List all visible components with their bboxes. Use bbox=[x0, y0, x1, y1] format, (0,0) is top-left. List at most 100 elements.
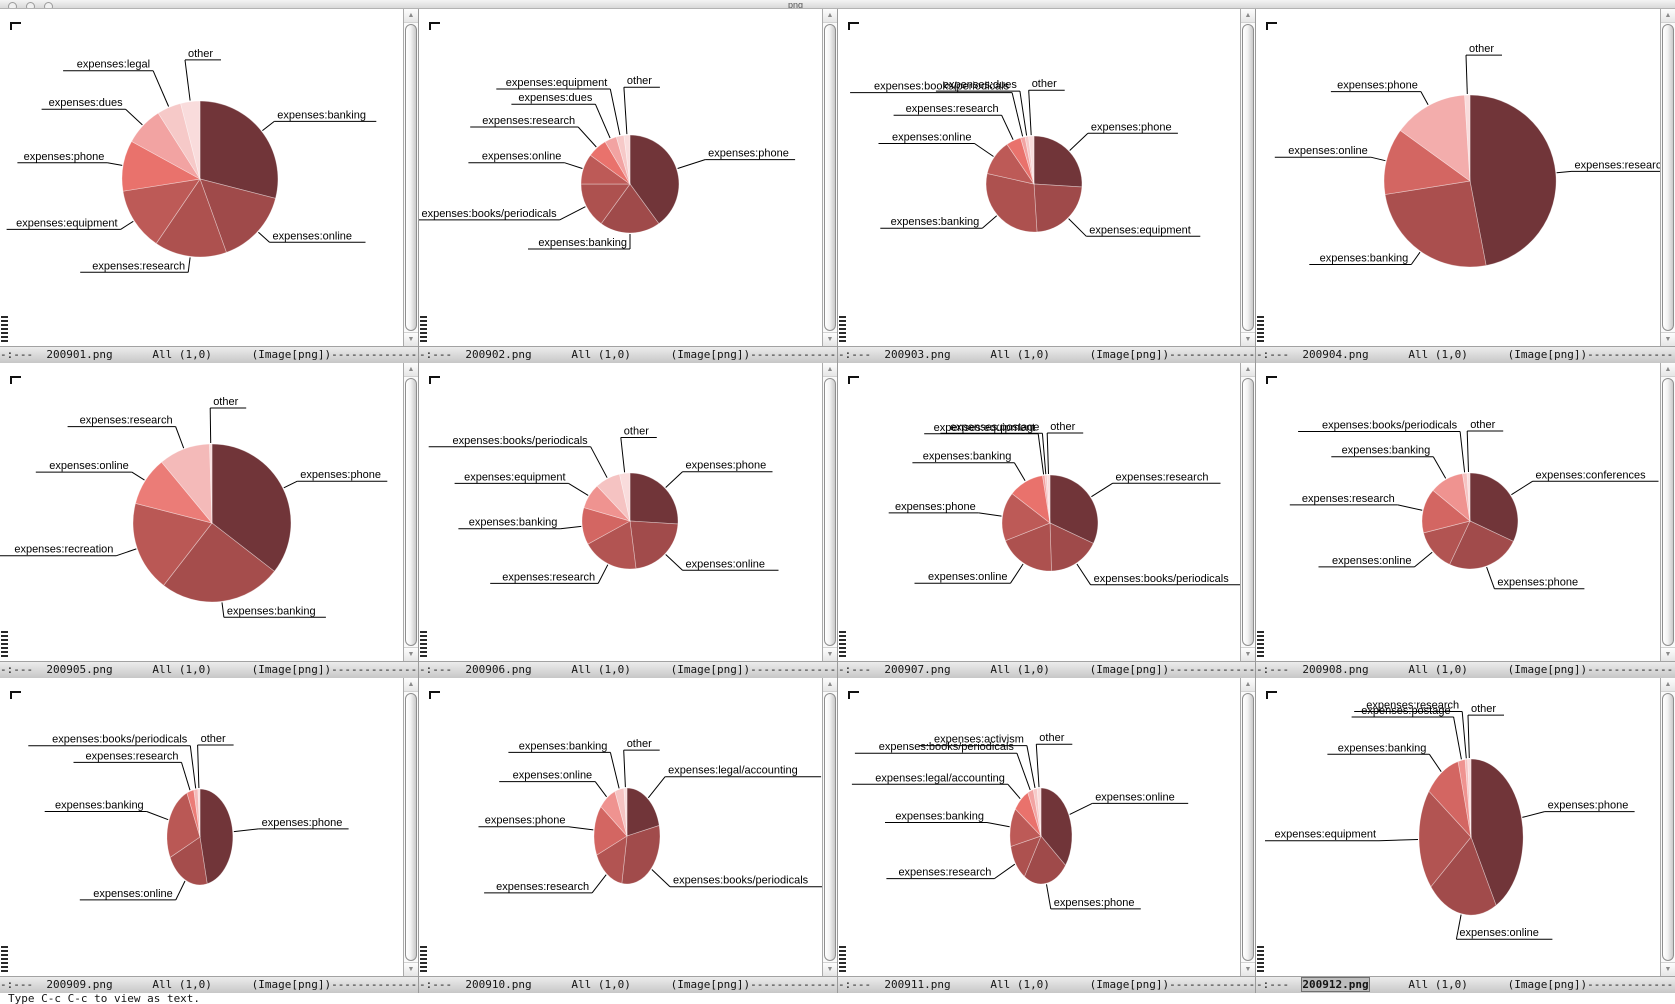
scrollbar-up-arrow[interactable]: ▲ bbox=[823, 9, 837, 23]
scrollbar-track[interactable] bbox=[823, 23, 837, 332]
zoom-button[interactable] bbox=[44, 2, 53, 8]
mode-line[interactable]: -:--- 200905.png All (1,0) (Image[png])-… bbox=[0, 661, 418, 678]
scrollbar-down-arrow[interactable]: ▼ bbox=[404, 962, 418, 976]
scrollbar-down-arrow[interactable]: ▼ bbox=[1241, 332, 1255, 346]
scrollbar-thumb[interactable] bbox=[405, 378, 417, 646]
emacs-window[interactable]: expenses:phone expenses:banking expenses:r… bbox=[0, 363, 419, 678]
scrollbar[interactable]: ▲ ▼ bbox=[403, 678, 418, 976]
emacs-window[interactable]: expenses:research expenses:banking expense… bbox=[1256, 9, 1675, 363]
scrollbar-track[interactable] bbox=[404, 377, 418, 647]
scrollbar-up-arrow[interactable]: ▲ bbox=[1241, 363, 1255, 377]
scrollbar-thumb[interactable] bbox=[1662, 378, 1674, 646]
scrollbar-track[interactable] bbox=[823, 377, 837, 647]
scrollbar-up-arrow[interactable]: ▲ bbox=[1241, 9, 1255, 23]
mode-line[interactable]: -:--- 200911.png All (1,0) (Image[png])-… bbox=[838, 976, 1255, 993]
scrollbar-down-arrow[interactable]: ▼ bbox=[1661, 647, 1675, 661]
scrollbar-up-arrow[interactable]: ▲ bbox=[823, 363, 837, 377]
emacs-window[interactable]: expenses:research expenses:books/periodic… bbox=[838, 363, 1256, 678]
scrollbar-thumb[interactable] bbox=[405, 24, 417, 331]
scrollbar-track[interactable] bbox=[1661, 377, 1675, 647]
scrollbar-up-arrow[interactable]: ▲ bbox=[823, 678, 837, 692]
mode-line[interactable]: -:--- 200912.png All (1,0) (Image[png])-… bbox=[1256, 976, 1675, 993]
emacs-window[interactable]: expenses:online expenses:phone expenses:re… bbox=[838, 678, 1256, 993]
emacs-window[interactable]: expenses:banking expenses:online expenses:… bbox=[0, 9, 419, 363]
image-buffer[interactable]: expenses:phone expenses:banking expenses:r… bbox=[0, 363, 418, 661]
scrollbar-down-arrow[interactable]: ▼ bbox=[1661, 962, 1675, 976]
scrollbar-down-arrow[interactable]: ▼ bbox=[1661, 332, 1675, 346]
scrollbar-track[interactable] bbox=[1241, 377, 1255, 647]
mode-line[interactable]: -:--- 200903.png All (1,0) (Image[png])-… bbox=[838, 346, 1255, 363]
scrollbar-down-arrow[interactable]: ▼ bbox=[823, 647, 837, 661]
image-buffer[interactable]: expenses:phone expenses:online expenses:eq… bbox=[1256, 678, 1675, 976]
scrollbar-down-arrow[interactable]: ▼ bbox=[404, 332, 418, 346]
image-buffer[interactable]: expenses:conferences expenses:phone expens… bbox=[1256, 363, 1675, 661]
scrollbar[interactable]: ▲ ▼ bbox=[1660, 363, 1675, 661]
emacs-window[interactable]: expenses:phone expenses:banking expenses:b… bbox=[419, 9, 838, 363]
image-buffer[interactable]: expenses:phone expenses:online expenses:ba… bbox=[0, 678, 418, 976]
scrollbar-track[interactable] bbox=[1661, 23, 1675, 332]
image-buffer[interactable]: expenses:online expenses:phone expenses:re… bbox=[838, 678, 1255, 976]
scrollbar-down-arrow[interactable]: ▼ bbox=[823, 332, 837, 346]
scrollbar-down-arrow[interactable]: ▼ bbox=[823, 962, 837, 976]
close-button[interactable] bbox=[8, 2, 17, 8]
scrollbar-thumb[interactable] bbox=[1242, 24, 1254, 331]
scrollbar-thumb[interactable] bbox=[824, 378, 836, 646]
scrollbar[interactable]: ▲ ▼ bbox=[822, 678, 837, 976]
image-buffer[interactable]: expenses:research expenses:books/periodic… bbox=[838, 363, 1255, 661]
scrollbar[interactable]: ▲ ▼ bbox=[822, 9, 837, 346]
image-buffer[interactable]: expenses:research expenses:banking expense… bbox=[1256, 9, 1675, 346]
image-buffer[interactable]: expenses:banking expenses:online expenses:… bbox=[0, 9, 418, 346]
scrollbar-thumb[interactable] bbox=[1662, 24, 1674, 331]
image-buffer[interactable]: expenses:phone expenses:equipment expenses… bbox=[838, 9, 1255, 346]
mode-line[interactable]: -:--- 200908.png All (1,0) (Image[png])-… bbox=[1256, 661, 1675, 678]
minimize-button[interactable] bbox=[26, 2, 35, 8]
scrollbar-thumb[interactable] bbox=[824, 24, 836, 331]
scrollbar-up-arrow[interactable]: ▲ bbox=[404, 9, 418, 23]
mode-line[interactable]: -:--- 200909.png All (1,0) (Image[png])-… bbox=[0, 976, 418, 993]
scrollbar-thumb[interactable] bbox=[1662, 693, 1674, 961]
emacs-window[interactable]: expenses:legal/accounting expenses:books/… bbox=[419, 678, 838, 993]
scrollbar-thumb[interactable] bbox=[1242, 378, 1254, 646]
emacs-window[interactable]: expenses:conferences expenses:phone expens… bbox=[1256, 363, 1675, 678]
scrollbar[interactable]: ▲ ▼ bbox=[822, 363, 837, 661]
scrollbar-up-arrow[interactable]: ▲ bbox=[404, 363, 418, 377]
scrollbar-track[interactable] bbox=[823, 692, 837, 962]
scrollbar-thumb[interactable] bbox=[824, 693, 836, 961]
scrollbar-up-arrow[interactable]: ▲ bbox=[1661, 678, 1675, 692]
emacs-window[interactable]: expenses:phone expenses:online expenses:re… bbox=[419, 363, 838, 678]
mode-line[interactable]: -:--- 200901.png All (1,0) (Image[png])-… bbox=[0, 346, 418, 363]
scrollbar-up-arrow[interactable]: ▲ bbox=[1661, 363, 1675, 377]
scrollbar-down-arrow[interactable]: ▼ bbox=[1241, 962, 1255, 976]
scrollbar-track[interactable] bbox=[1241, 23, 1255, 332]
emacs-window[interactable]: expenses:phone expenses:equipment expenses… bbox=[838, 9, 1256, 363]
echo-area[interactable]: Type C-c C-c to view as text. bbox=[0, 993, 1675, 1004]
scrollbar[interactable]: ▲ ▼ bbox=[403, 9, 418, 346]
scrollbar[interactable]: ▲ ▼ bbox=[403, 363, 418, 661]
scrollbar-down-arrow[interactable]: ▼ bbox=[1241, 647, 1255, 661]
scrollbar-track[interactable] bbox=[1241, 692, 1255, 962]
scrollbar[interactable]: ▲ ▼ bbox=[1660, 9, 1675, 346]
mode-line[interactable]: -:--- 200907.png All (1,0) (Image[png])-… bbox=[838, 661, 1255, 678]
scrollbar[interactable]: ▲ ▼ bbox=[1240, 678, 1255, 976]
image-buffer[interactable]: expenses:phone expenses:online expenses:re… bbox=[419, 363, 837, 661]
image-buffer[interactable]: expenses:legal/accounting expenses:books/… bbox=[419, 678, 837, 976]
mode-line[interactable]: -:--- 200906.png All (1,0) (Image[png])-… bbox=[419, 661, 837, 678]
macos-titlebar[interactable]: png bbox=[0, 0, 1675, 9]
scrollbar-thumb[interactable] bbox=[1242, 693, 1254, 961]
image-buffer[interactable]: expenses:phone expenses:banking expenses:b… bbox=[419, 9, 837, 346]
scrollbar[interactable]: ▲ ▼ bbox=[1240, 363, 1255, 661]
scrollbar[interactable]: ▲ ▼ bbox=[1660, 678, 1675, 976]
scrollbar-up-arrow[interactable]: ▲ bbox=[1661, 9, 1675, 23]
scrollbar-track[interactable] bbox=[404, 692, 418, 962]
mode-line[interactable]: -:--- 200902.png All (1,0) (Image[png])-… bbox=[419, 346, 837, 363]
scrollbar-track[interactable] bbox=[1661, 692, 1675, 962]
mode-line[interactable]: -:--- 200904.png All (1,0) (Image[png])-… bbox=[1256, 346, 1675, 363]
emacs-window[interactable]: expenses:phone expenses:online expenses:eq… bbox=[1256, 678, 1675, 993]
scrollbar[interactable]: ▲ ▼ bbox=[1240, 9, 1255, 346]
scrollbar-track[interactable] bbox=[404, 23, 418, 332]
scrollbar-up-arrow[interactable]: ▲ bbox=[404, 678, 418, 692]
scrollbar-down-arrow[interactable]: ▼ bbox=[404, 647, 418, 661]
mode-line[interactable]: -:--- 200910.png All (1,0) (Image[png])-… bbox=[419, 976, 837, 993]
scrollbar-up-arrow[interactable]: ▲ bbox=[1241, 678, 1255, 692]
emacs-window[interactable]: expenses:phone expenses:online expenses:ba… bbox=[0, 678, 419, 993]
